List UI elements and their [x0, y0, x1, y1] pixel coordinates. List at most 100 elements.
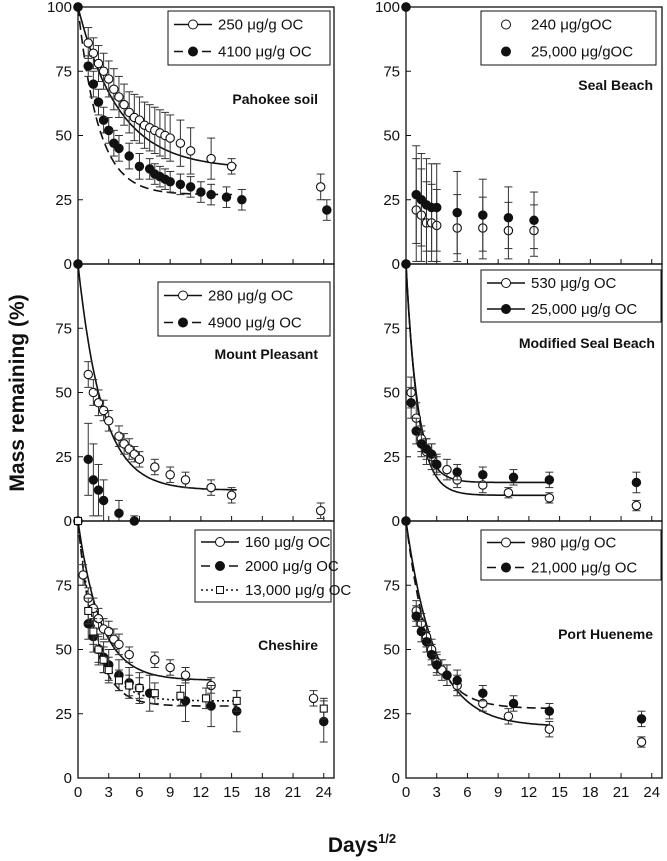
legend-marker: [501, 19, 511, 30]
x-tick-label: 6: [135, 784, 143, 801]
y-tick-label: 25: [55, 449, 72, 466]
data-point-series-2: [478, 688, 488, 698]
x-tick-label: 12: [521, 784, 538, 801]
data-point-series-1: [180, 670, 191, 680]
panel-right-bottom: 0 25 50 75 0 3 6 9 12 15 18 21 24 980 μg/g OC 21,000 μ…: [383, 516, 663, 801]
data-point-series-1: [315, 505, 326, 516]
x-tick-label: 21: [285, 784, 302, 801]
data-point-series-2: [508, 472, 519, 483]
legend-label: 280 μg/g OC: [208, 288, 294, 305]
legend-marker: [215, 537, 225, 547]
data-point-series-2: [196, 187, 206, 197]
data-point-series-2: [165, 177, 175, 187]
x-tick-label: 6: [463, 784, 471, 801]
legend-label: 530 μg/g OC: [531, 275, 617, 292]
y-tick-label: 0: [392, 256, 400, 273]
y-tick-label: 25: [383, 706, 400, 723]
data-point-series-1: [165, 133, 175, 143]
data-point-series-3: [84, 606, 93, 616]
data-point-series-1: [98, 66, 109, 77]
data-point-series-1: [631, 500, 642, 511]
fit-curve-series-3: [77, 520, 237, 702]
data-point-series-2: [431, 459, 442, 470]
x-axis-label: Days1/2: [328, 831, 396, 857]
x-axis-label-base: Days: [328, 834, 378, 857]
data-point-series-2: [175, 179, 186, 190]
site-label: Mount Pleasant: [215, 346, 319, 362]
data-point-series-1: [503, 711, 514, 722]
x-tick-label: 12: [193, 784, 210, 801]
x-tick-label: 24: [315, 784, 332, 801]
panel-right-middle: 0 25 50 75 530 μg/g OC 25,000 μg/g OC Modified…: [383, 259, 663, 530]
y-tick-label: 25: [55, 706, 72, 723]
y-tick-label: 75: [55, 577, 72, 594]
y-tick-label: 25: [383, 449, 400, 466]
y-tick-label: 75: [383, 320, 400, 337]
data-point-series-2: [508, 698, 519, 709]
legend-label: 240 μg/gOC: [531, 17, 612, 34]
y-tick-label: 0: [392, 770, 400, 787]
legend-marker: [178, 317, 188, 328]
site-label: Port Hueneme: [558, 626, 653, 642]
data-point-series-2: [88, 79, 99, 89]
y-tick-label: 50: [383, 642, 400, 659]
data-point-series-3: [176, 691, 185, 700]
data-point-series-2: [83, 61, 93, 71]
panel-left-middle: 0 25 50 75 280 μg/g OC 4900 μg/g OC Mount Plea…: [55, 259, 335, 530]
data-point-series-3: [114, 676, 124, 685]
y-tick-label: 0: [392, 513, 400, 530]
data-point-series-1: [165, 662, 175, 673]
data-point-series-2: [406, 398, 416, 408]
x-axis-label-exponent: 1/2: [378, 831, 396, 846]
data-point-series-3: [135, 683, 144, 693]
data-point-series-2: [114, 508, 124, 519]
data-point-series-3: [99, 655, 108, 664]
legend-label: 160 μg/g OC: [245, 534, 331, 551]
data-point-series-1: [134, 454, 145, 465]
data-point-series-1: [83, 369, 93, 380]
data-point-series-2: [544, 475, 555, 485]
y-tick-label: 100: [375, 0, 400, 16]
legend-marker: [215, 561, 225, 571]
data-point-series-2: [221, 192, 232, 202]
legend-label: 13,000 μg/g OC: [245, 582, 351, 599]
data-point-series-2: [442, 670, 452, 680]
data-point-series-2: [631, 477, 642, 488]
legend-box: [480, 10, 657, 66]
y-tick-label: 25: [383, 192, 400, 209]
data-point-series-2: [88, 475, 99, 485]
legend-label: 4100 μg/g OC: [218, 44, 312, 61]
legend-marker: [501, 537, 511, 548]
y-tick-label: 50: [383, 385, 400, 402]
legend: 240 μg/gOC 25,000 μg/gOC: [480, 10, 657, 66]
data-point-series-1: [150, 655, 160, 665]
site-label: Modified Seal Beach: [519, 335, 655, 351]
data-point-series-2: [529, 215, 539, 226]
data-point-series-1: [78, 570, 88, 580]
legend-label: 250 μg/g OC: [218, 17, 304, 34]
fit-curve-series-1: [77, 520, 212, 681]
data-point-series-2: [322, 205, 332, 215]
data-point-series-2: [452, 467, 462, 477]
y-tick-label: 50: [55, 385, 72, 402]
legend: 280 μg/g OC 4900 μg/g OC: [157, 281, 331, 337]
data-point-series-2: [478, 210, 488, 220]
fit-curve-series-2: [405, 520, 550, 710]
data-point-series-2: [503, 212, 514, 223]
legend-label: 4900 μg/g OC: [208, 315, 302, 332]
data-point-series-2: [431, 660, 442, 670]
legend-marker: [501, 46, 511, 57]
data-point-series-2: [83, 454, 93, 465]
data-point-series-1: [503, 487, 514, 498]
data-point-series-1: [308, 693, 319, 704]
legend-box: [157, 281, 331, 337]
x-tick-label: 18: [582, 784, 599, 801]
y-tick-label: 0: [64, 770, 72, 787]
legend-marker: [188, 46, 198, 57]
data-point-series-3: [232, 696, 241, 705]
data-point-series-1: [206, 153, 216, 164]
legend-box: [480, 529, 662, 581]
y-tick-label: 50: [55, 128, 72, 145]
data-point-series-2: [206, 189, 216, 200]
